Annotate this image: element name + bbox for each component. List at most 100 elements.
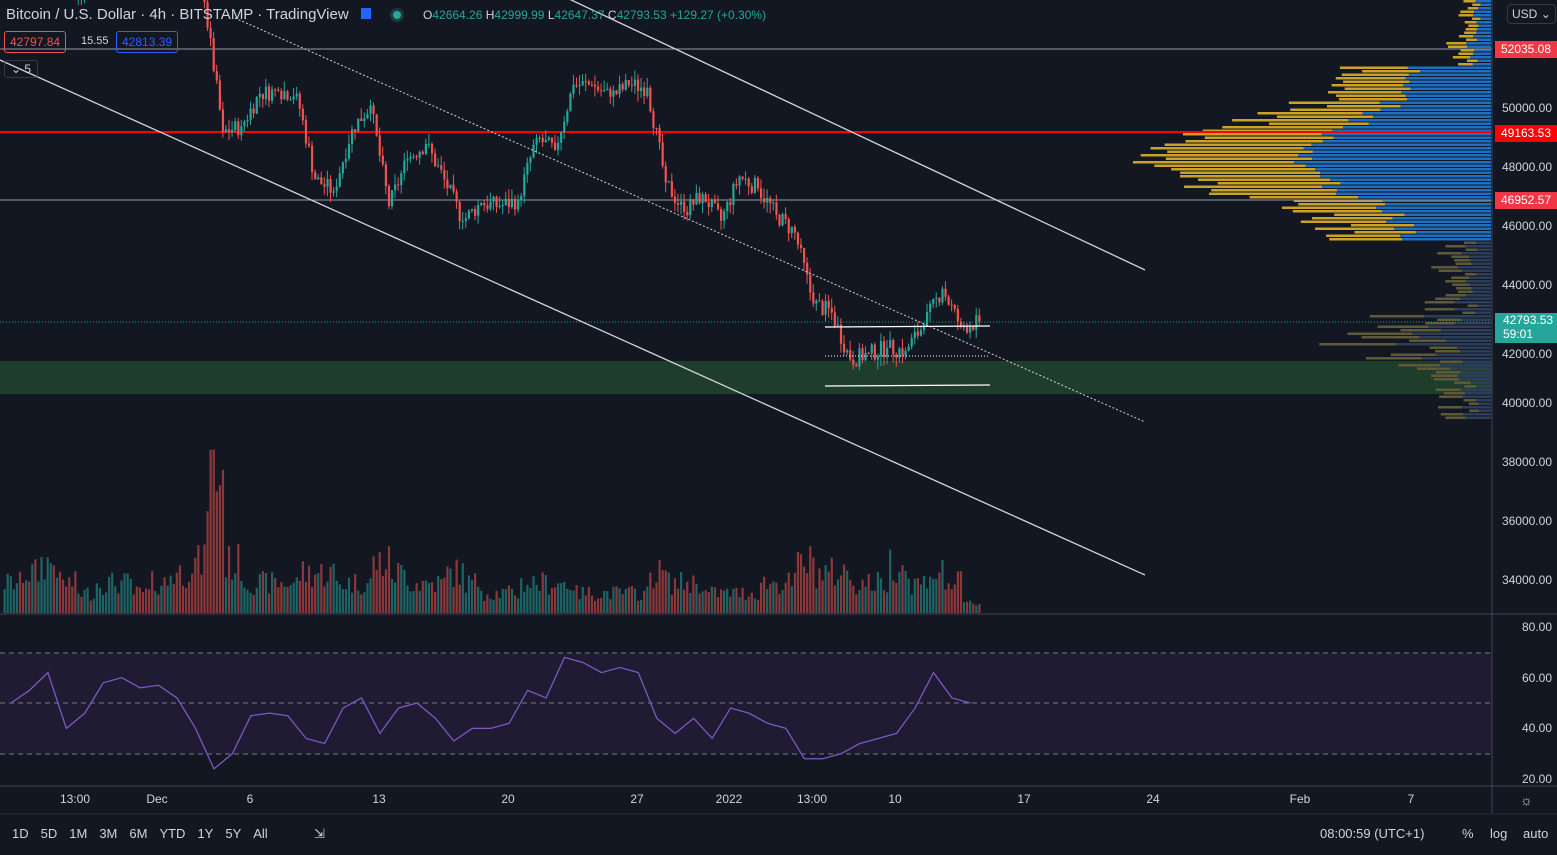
symbol-title[interactable]: Bitcoin / U.S. Dollar · 4h · BITSTAMP · …	[6, 6, 401, 23]
candle	[347, 144, 351, 159]
volume-bar	[304, 581, 308, 613]
volume-bar	[332, 563, 335, 613]
candle	[483, 203, 486, 206]
profile-bar-down	[1337, 189, 1491, 192]
buy-button[interactable]: 42813.39	[116, 31, 179, 53]
candle	[563, 121, 566, 133]
candle	[354, 129, 357, 132]
range-1m[interactable]: 1M	[69, 826, 88, 841]
chevron-down-icon: ⌄	[11, 62, 22, 76]
sell-button[interactable]: 42797.84	[4, 31, 67, 53]
volume-bar	[975, 605, 978, 613]
profile-bar-up	[1458, 35, 1474, 38]
profile-bar-down	[1405, 94, 1491, 97]
channel-upper-line[interactable]	[550, 0, 1146, 271]
clock[interactable]: 08:00:59 (UTC+1)	[1320, 826, 1425, 841]
volume-bar	[129, 578, 132, 613]
candle	[397, 184, 400, 186]
candle	[311, 145, 314, 173]
volume-bar	[6, 573, 9, 613]
range-5y[interactable]: 5Y	[225, 826, 242, 841]
log-toggle[interactable]: log	[1490, 826, 1508, 841]
candle	[415, 156, 418, 158]
volume-bar	[12, 589, 15, 613]
goto-date-icon[interactable]: ⇲	[314, 826, 325, 841]
flag-icon[interactable]	[360, 8, 371, 19]
profile-bar-down	[1343, 126, 1491, 129]
range-5d[interactable]: 5D	[40, 826, 58, 841]
profile-bar-up	[1464, 21, 1477, 24]
candle	[513, 198, 517, 210]
candle	[581, 81, 584, 86]
volume-bar	[941, 559, 944, 613]
profile-bar-down	[1407, 66, 1491, 69]
profile-bar-up	[1424, 301, 1455, 304]
candle	[726, 201, 729, 212]
volume-bar	[21, 582, 25, 613]
range-6m[interactable]: 6M	[129, 826, 148, 841]
candle	[323, 184, 326, 187]
volume-bar	[169, 575, 172, 613]
candle	[344, 158, 348, 163]
profile-bar-up	[1465, 248, 1478, 251]
profile-bar-down	[1476, 273, 1491, 276]
volume-bar	[489, 598, 492, 613]
volume-bar	[566, 588, 569, 613]
profile-bar-up	[1438, 269, 1463, 272]
currency-select[interactable]: USD ⌄	[1507, 4, 1556, 24]
profile-bar-down	[1320, 171, 1491, 174]
candle	[357, 118, 360, 132]
range-3m[interactable]: 3M	[99, 826, 118, 841]
volume-bar	[46, 557, 49, 613]
profile-bar-up	[1452, 56, 1471, 59]
volume-bar	[578, 599, 581, 613]
volume-bar	[557, 583, 560, 613]
profile-bar-up	[1439, 395, 1463, 398]
volume-bar	[535, 584, 538, 613]
profile-bar-up	[1222, 126, 1344, 129]
candle	[335, 186, 338, 192]
settings-gear-icon[interactable]: ☼	[1520, 792, 1533, 808]
volume-bar	[563, 581, 566, 613]
range-top-line[interactable]	[824, 325, 991, 328]
profile-bar-up	[1435, 388, 1461, 391]
volume-bar	[686, 581, 689, 613]
volume-bar	[510, 588, 514, 613]
candle	[421, 151, 424, 155]
auto-toggle[interactable]: auto	[1523, 826, 1549, 841]
candle	[387, 186, 391, 207]
volume-bar	[326, 581, 329, 613]
volume-bar	[664, 570, 667, 613]
range-1y[interactable]: 1Y	[197, 826, 214, 841]
range-1d[interactable]: 1D	[12, 826, 29, 841]
candle	[314, 172, 317, 180]
candle	[440, 165, 443, 170]
channel-lower-line[interactable]	[0, 59, 1146, 576]
range-bottom-line[interactable]	[824, 384, 991, 387]
candle	[830, 308, 833, 313]
volume-bar	[144, 588, 148, 613]
volume-bar	[9, 576, 12, 613]
volume-bar	[646, 586, 649, 613]
channel-mid-line[interactable]	[234, 17, 1146, 423]
profile-bar-up	[1154, 164, 1306, 167]
candle	[646, 87, 649, 97]
profile-bar-down	[1413, 224, 1491, 227]
indicators-toggle[interactable]: ⌄ 5	[4, 60, 39, 78]
candle	[443, 169, 446, 180]
volume-bar	[366, 583, 369, 613]
percent-toggle[interactable]: %	[1462, 826, 1474, 841]
volume-bar	[446, 566, 449, 613]
volume-bar	[621, 594, 624, 613]
candle	[557, 142, 560, 150]
range-ytd[interactable]: YTD	[159, 826, 186, 841]
volume-bar	[455, 559, 458, 613]
candle	[815, 300, 818, 304]
volume-bar	[372, 556, 375, 613]
volume-bar	[513, 595, 517, 613]
interval[interactable]: 4h	[149, 6, 167, 23]
range-all[interactable]: All	[253, 826, 268, 841]
profile-bar-up	[1469, 409, 1480, 412]
profile-bar-down	[1405, 77, 1491, 80]
